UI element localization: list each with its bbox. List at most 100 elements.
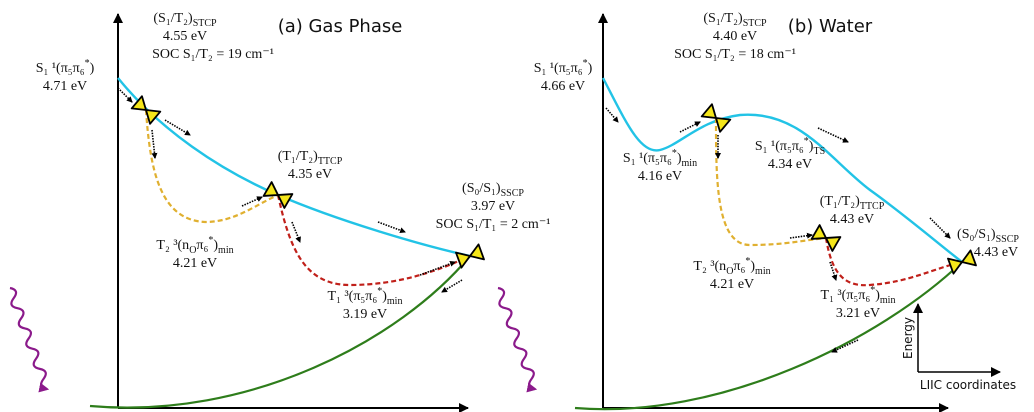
path-arrow xyxy=(118,88,132,102)
state-label: 4.21 eV xyxy=(173,256,217,271)
state-label: S₁ ¹(π₅π₆*) xyxy=(36,58,95,76)
label-part: STCP xyxy=(743,18,767,29)
excitation-arrow xyxy=(0,286,79,390)
label-part: 4.21 eV xyxy=(173,256,217,271)
state-label: 3.21 eV xyxy=(836,306,880,321)
label-part: 4.16 eV xyxy=(638,169,682,184)
label-part: 4.66 eV xyxy=(541,79,585,94)
label-part: S₁ ¹(π₅π₆ xyxy=(623,151,672,166)
label-part: TTCP xyxy=(860,201,885,212)
label-part: 3.97 eV xyxy=(471,199,515,214)
label-part: 4.43 eV xyxy=(974,245,1018,260)
state-label: T₂ ³(nOπ₆*)min xyxy=(156,235,233,256)
label-part: O xyxy=(189,245,196,256)
path-arrow xyxy=(832,340,858,352)
label-part: SSCP xyxy=(501,188,525,199)
conical-intersection xyxy=(264,182,293,208)
label-part: (S₁/T₂) xyxy=(153,11,193,26)
label-part: 3.19 eV xyxy=(343,307,387,322)
label-part: (S₀/S₁) xyxy=(957,227,996,242)
state-label: T₂ ³(nOπ₆*)min xyxy=(693,256,770,277)
state-label: (T₁/T₂)TTCP xyxy=(278,149,343,167)
label-part: STCP xyxy=(193,18,217,29)
conical-intersection xyxy=(812,225,841,251)
state-label: T₁ ³(π₅π₆*)min xyxy=(328,286,403,307)
label-part: S₁ ¹(π₅π₆ xyxy=(534,61,583,76)
label-part: TTCP xyxy=(318,156,343,167)
label-part: (T₁/T₂) xyxy=(820,194,860,209)
path-arrow xyxy=(818,128,848,142)
label-part: 4.55 eV xyxy=(163,29,207,44)
state-label: 3.19 eV xyxy=(343,307,387,322)
path-arrow xyxy=(790,235,812,238)
state-label: 4.55 eV xyxy=(163,29,207,44)
axis-label: LIIC coordinates xyxy=(920,378,1016,392)
label-part: T₁ ³(π₅π₆ xyxy=(328,289,378,304)
label-part: π₆ xyxy=(733,259,745,274)
label-part: 4.43 eV xyxy=(830,212,874,227)
state-label: 4.66 eV xyxy=(541,79,585,94)
state-label: (T₁/T₂)TTCP xyxy=(820,194,885,212)
state-label: 4.34 eV xyxy=(768,157,812,172)
label-part: 4.21 eV xyxy=(710,277,754,292)
label-part: TS xyxy=(813,146,825,157)
label-part: T₂ ³(n xyxy=(156,238,189,253)
label-part: SOC S₁/T₁ = 2 cm⁻¹ xyxy=(436,217,551,232)
state-label: 4.43 eV xyxy=(974,245,1018,260)
path-arrow xyxy=(152,130,155,158)
state-label: SOC S₁/T₂ = 19 cm⁻¹ xyxy=(152,47,274,62)
label-part: π₆ xyxy=(196,238,208,253)
state-label: (S₁/T₂)STCP xyxy=(153,11,217,29)
state-label: 4.71 eV xyxy=(43,79,87,94)
state-label: 4.16 eV xyxy=(638,169,682,184)
state-label: 4.21 eV xyxy=(710,277,754,292)
state-label: 3.97 eV xyxy=(471,199,515,214)
label-part: 4.71 eV xyxy=(43,79,87,94)
label-part: ) xyxy=(588,61,593,76)
path-arrow xyxy=(378,222,405,232)
state-label: 4.35 eV xyxy=(288,167,332,182)
label-part: SOC S₁/T₂ = 18 cm⁻¹ xyxy=(674,47,796,62)
label-part: min xyxy=(880,295,896,306)
labels: (a) Gas PhaseS₁ ¹(π₅π₆*)4.71 eV(S₁/T₂)ST… xyxy=(36,11,1020,392)
state-label: SOC S₁/T₁ = 2 cm⁻¹ xyxy=(436,217,551,232)
label-part: (T₁/T₂) xyxy=(278,149,318,164)
state-label: S₁ ¹(π₅π₆*)min xyxy=(623,148,697,169)
state-label: T₁ ³(π₅π₆*)min xyxy=(821,285,896,306)
label-part: 4.34 eV xyxy=(768,157,812,172)
t1-curve xyxy=(278,195,470,285)
label-part: min xyxy=(755,266,771,277)
label-part: T₂ ³(n xyxy=(693,259,726,274)
panel-title: (b) Water xyxy=(788,16,873,37)
state-label: (S₀/S₁)SSCP xyxy=(462,181,524,199)
label-part: O xyxy=(726,266,733,277)
path-arrow xyxy=(930,218,950,238)
label-part: SSCP xyxy=(996,234,1020,245)
label-part: (S₀/S₁) xyxy=(462,181,501,196)
axis-label: Energy xyxy=(901,317,915,359)
label-part: (S₁/T₂) xyxy=(703,11,743,26)
label-part: 3.21 eV xyxy=(836,306,880,321)
state-label: SOC S₁/T₂ = 18 cm⁻¹ xyxy=(674,47,796,62)
panel-title: (a) Gas Phase xyxy=(278,16,403,37)
conical-intersection xyxy=(456,244,484,267)
label-part: min xyxy=(387,296,403,307)
state-label: (S₀/S₁)SSCP xyxy=(957,227,1019,245)
label-part: 4.35 eV xyxy=(288,167,332,182)
figure: (a) Gas PhaseS₁ ¹(π₅π₆*)4.71 eV(S₁/T₂)ST… xyxy=(0,0,1034,412)
state-label: 4.43 eV xyxy=(830,212,874,227)
state-label: S₁ ¹(π₅π₆*)TS xyxy=(755,136,825,157)
label-part: SOC S₁/T₂ = 19 cm⁻¹ xyxy=(152,47,274,62)
state-label: S₁ ¹(π₅π₆*) xyxy=(534,58,593,76)
label-part: S₁ ¹(π₅π₆ xyxy=(36,61,85,76)
excitation-arrow xyxy=(467,286,567,390)
path-arrow xyxy=(606,108,618,122)
s0-curve xyxy=(90,256,470,408)
state-label: (S₁/T₂)STCP xyxy=(703,11,767,29)
label-part: T₁ ³(π₅π₆ xyxy=(821,288,871,303)
label-part: min xyxy=(218,245,234,256)
path-arrow xyxy=(292,222,300,242)
label-part: S₁ ¹(π₅π₆ xyxy=(755,139,804,154)
state-label: 4.40 eV xyxy=(713,29,757,44)
label-part: 4.40 eV xyxy=(713,29,757,44)
